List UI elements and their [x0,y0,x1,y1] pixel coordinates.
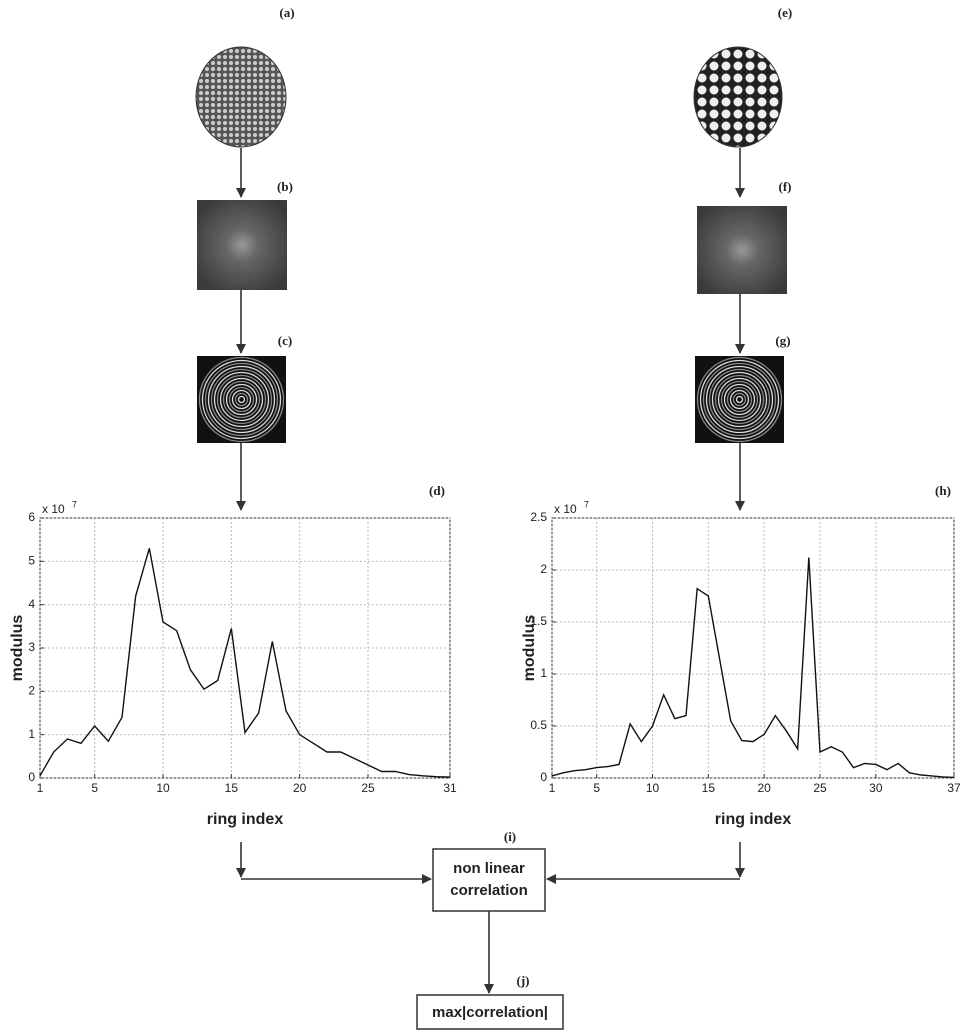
ring [720,380,759,419]
ring [219,377,264,422]
node-box [432,848,546,912]
ring [696,356,783,443]
y-tick-label: 5 [28,554,35,568]
x-tick-label: 1 [37,781,44,795]
x-tick-label: 10 [646,781,660,795]
x-tick-label: 5 [593,781,600,795]
y-tick-label: 3 [28,640,35,654]
x-tick-label: 10 [156,781,170,795]
panel-label: (h) [935,483,951,498]
ring [228,386,255,413]
ring [198,356,285,443]
image-c [197,356,286,443]
ring [237,395,246,404]
panel-label: (f) [779,179,792,194]
y-tick-label: 6 [28,510,35,524]
ring [729,389,750,410]
y-tick-label: 2 [28,684,35,698]
ring [213,371,270,428]
plot-area [551,517,955,779]
ring [210,368,273,431]
node-box [416,994,564,1030]
ring [216,374,267,425]
x-axis-label: ring index [207,811,284,828]
y-multiplier-exponent: 7 [584,499,589,509]
ring [732,392,747,407]
x-tick-label: 15 [702,781,716,795]
ring [225,383,258,416]
ring [207,365,276,434]
image-b [197,200,287,290]
node-text: correlation [450,882,528,899]
x-tick-label: 25 [813,781,827,795]
ring [201,359,282,440]
data-line [551,557,955,779]
image-e [693,46,783,148]
x-axis-label: ring index [715,811,792,828]
image-g [695,356,784,443]
data-line [39,548,451,778]
y-tick-label: 1 [540,666,547,680]
panel-label: (d) [429,483,445,498]
node-text: max|correlation| [432,1004,548,1021]
y-tick-label: 2 [540,562,547,576]
y-multiplier-exponent: 7 [72,499,77,509]
ring [735,395,744,404]
panel-label: (i) [504,829,516,844]
x-tick-label: 15 [225,781,239,795]
panel-label: (e) [778,5,792,20]
y-axis-label: modulus [521,615,538,682]
ring [699,359,780,440]
x-tick-label: 1 [549,781,556,795]
ring [714,374,765,425]
panel-label: (a) [279,5,294,20]
y-multiplier: x 10 [554,502,577,516]
y-multiplier: x 10 [42,502,65,516]
y-tick-label: 4 [28,597,35,611]
x-tick-label: 37 [947,781,961,795]
ring [717,377,762,422]
ring [723,383,756,416]
ring [705,365,774,434]
panel-label: (j) [517,973,530,988]
panel-label: (b) [277,179,293,194]
x-tick-label: 31 [443,781,457,795]
y-tick-label: 1.5 [530,614,547,628]
panel-label: (c) [278,333,292,348]
ring [708,368,771,431]
image-f [697,206,787,294]
ring [222,380,261,419]
y-tick-label: 2.5 [530,510,547,524]
x-tick-label: 20 [293,781,307,795]
ring [726,386,753,413]
y-tick-label: 1 [28,727,35,741]
y-tick-label: 0.5 [530,718,547,732]
panel-label: (g) [775,333,790,348]
y-axis-label: modulus [9,615,26,682]
x-tick-label: 20 [757,781,771,795]
ring [702,362,777,437]
x-tick-label: 30 [869,781,883,795]
node-text: non linear [453,860,525,877]
y-tick-label: 0 [540,770,547,784]
ring [711,371,768,428]
x-tick-label: 5 [91,781,98,795]
ring [204,362,279,437]
ring [234,392,249,407]
y-tick-label: 0 [28,770,35,784]
ring [231,389,252,410]
image-a [195,46,287,148]
x-tick-label: 25 [361,781,375,795]
